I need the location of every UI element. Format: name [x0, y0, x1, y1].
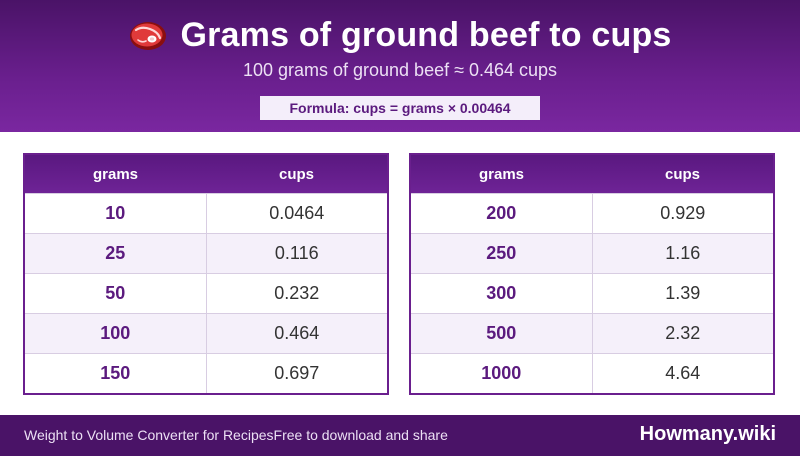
steak-icon: [128, 18, 168, 52]
cups-cell: 0.697: [206, 353, 388, 394]
page-subtitle: 100 grams of ground beef ≈ 0.464 cups: [242, 60, 558, 80]
header-banner: Grams of ground beef to cups 100 grams o…: [0, 0, 800, 132]
table-row: 200 0.929: [410, 193, 774, 234]
grams-cell: 500: [410, 313, 593, 354]
brand-link[interactable]: Howmany.wiki: [639, 423, 776, 445]
page-title: Grams of ground beef to cups: [180, 15, 672, 54]
cups-cell: 0.232: [206, 273, 388, 314]
table-header-row: grams cups: [24, 154, 388, 194]
grams-cell: 300: [410, 273, 593, 314]
column-header-cups: cups: [592, 154, 774, 194]
conversion-table-right: grams cups 200 0.929 250 1.16 300 1.39 5…: [409, 153, 775, 395]
footer-tagline: Weight to Volume Converter for Recipes: [24, 427, 274, 443]
cups-cell: 0.464: [206, 313, 388, 354]
grams-cell: 25: [24, 233, 207, 274]
table-header-row: grams cups: [410, 154, 774, 194]
table-row: 150 0.697: [24, 353, 388, 394]
grams-cell: 200: [410, 193, 593, 234]
conversion-table-left: grams cups 10 0.0464 25 0.116 50 0.232 1…: [23, 153, 389, 395]
grams-cell: 50: [24, 273, 207, 314]
title-row: Grams of ground beef to cups: [0, 12, 800, 58]
table-row: 25 0.116: [24, 233, 388, 274]
table-row: 250 1.16: [410, 233, 774, 274]
table-row: 300 1.39: [410, 273, 774, 314]
cups-cell: 0.929: [592, 193, 774, 234]
column-header-cups: cups: [206, 154, 388, 194]
footer-bar: Weight to Volume Converter for RecipesFr…: [0, 415, 800, 456]
table-row: 500 2.32: [410, 313, 774, 354]
cups-cell: 0.0464: [206, 193, 388, 234]
grams-cell: 150: [24, 353, 207, 394]
grams-cell: 250: [410, 233, 593, 274]
column-header-grams: grams: [410, 154, 592, 194]
cups-cell: 2.32: [592, 313, 774, 354]
table-row: 1000 4.64: [410, 353, 774, 394]
column-header-grams: grams: [24, 154, 206, 194]
footer-share-note: Free to download and share: [273, 427, 448, 443]
grams-cell: 1000: [410, 353, 593, 394]
cups-cell: 0.116: [206, 233, 388, 274]
grams-cell: 10: [24, 193, 207, 234]
footer-caption: Weight to Volume Converter for RecipesFr…: [24, 427, 448, 443]
cups-cell: 4.64: [592, 353, 774, 394]
table-row: 50 0.232: [24, 273, 388, 314]
cups-cell: 1.39: [592, 273, 774, 314]
cups-cell: 1.16: [592, 233, 774, 274]
table-row: 100 0.464: [24, 313, 388, 354]
formula-box: Formula: cups = grams × 0.00464: [260, 96, 540, 120]
grams-cell: 100: [24, 313, 207, 354]
table-row: 10 0.0464: [24, 193, 388, 234]
